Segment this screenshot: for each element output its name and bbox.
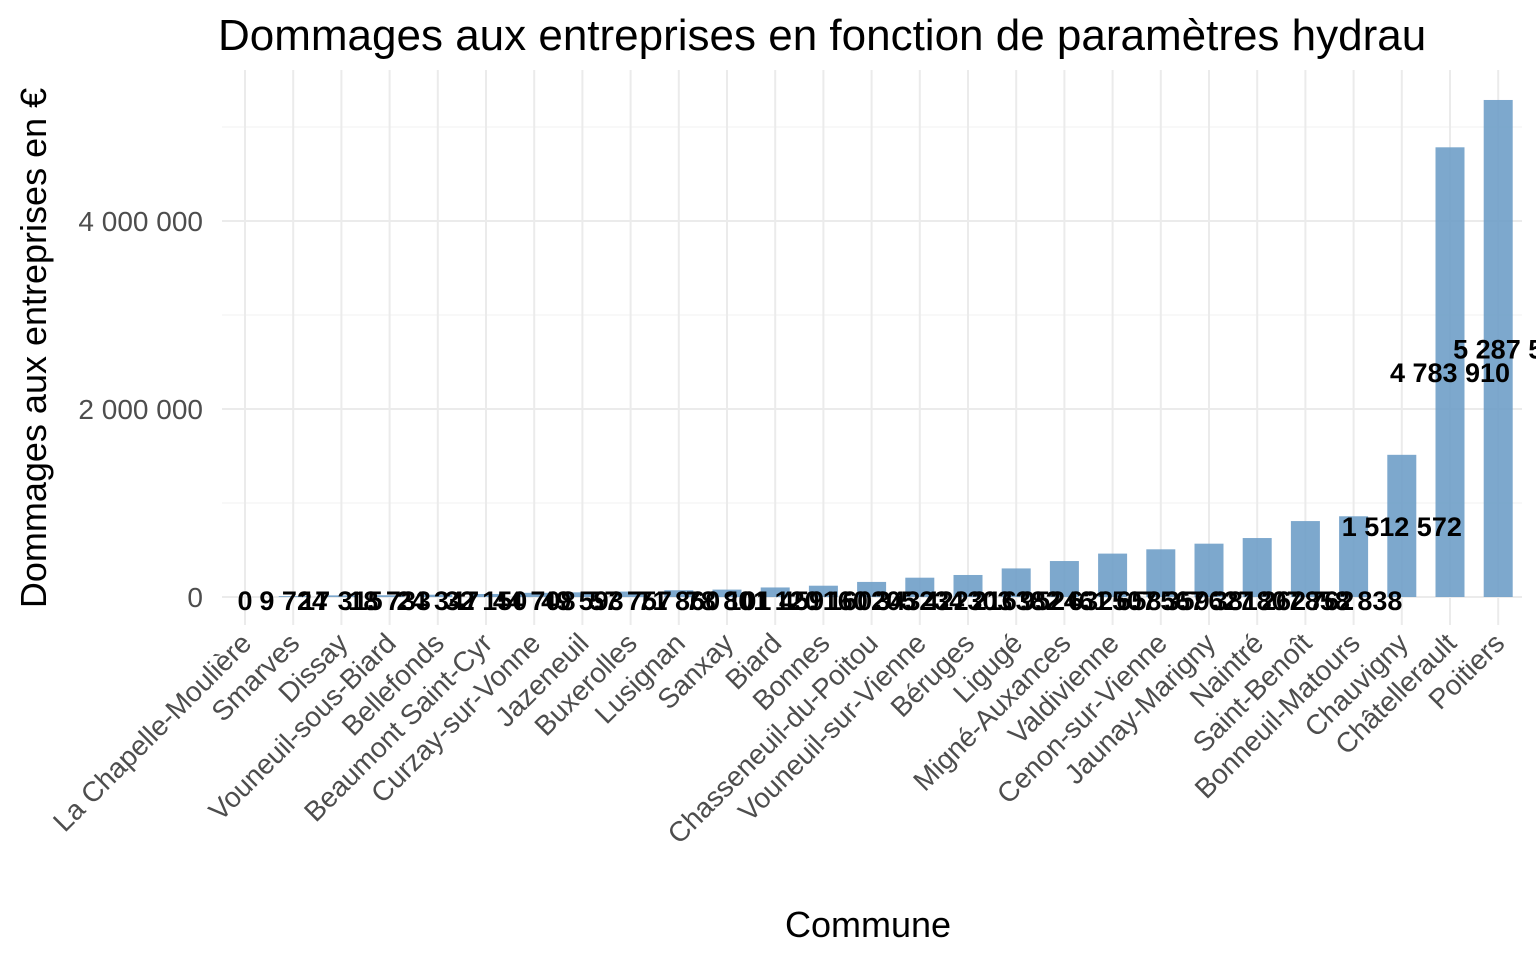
bar — [519, 592, 549, 597]
bar — [1049, 561, 1079, 597]
bars — [278, 99, 1513, 598]
data-label: 461 658 — [1064, 586, 1162, 616]
bar — [326, 595, 356, 597]
bar — [857, 581, 887, 597]
data-label: 1 512 572 — [1342, 512, 1462, 542]
bar — [953, 574, 983, 597]
x-axis-title: Commune — [785, 904, 951, 945]
data-label: 17 315 — [300, 586, 383, 616]
data-label: 57 757 — [589, 586, 672, 616]
data-label: 234 216 — [919, 586, 1017, 616]
bar — [1001, 568, 1031, 597]
x-axis-ticks: La Chapelle-MoulièreSmarvesDissayVouneui… — [47, 627, 1510, 849]
bar — [760, 587, 790, 597]
data-label: 567 381 — [1160, 586, 1258, 616]
data-label: 507 359 — [1112, 586, 1210, 616]
data-label: 4 783 910 — [1390, 358, 1510, 388]
data-label: 160 343 — [823, 586, 921, 616]
bar — [1483, 99, 1513, 597]
bar — [1098, 553, 1128, 597]
bar — [712, 589, 742, 597]
bar — [664, 590, 694, 597]
grid — [222, 70, 1522, 625]
data-label: 303 952 — [967, 586, 1065, 616]
data-label: 71 860 — [638, 586, 721, 616]
bar — [1146, 549, 1176, 597]
bar — [1387, 454, 1417, 597]
bar — [1242, 538, 1272, 597]
bar — [471, 593, 501, 597]
data-label: 120 160 — [775, 586, 873, 616]
data-label: 24 347 — [397, 586, 480, 616]
bar — [808, 585, 838, 597]
data-label: 78 801 — [686, 586, 769, 616]
data-label: 18 733 — [348, 586, 431, 616]
data-label: 101 459 — [726, 586, 824, 616]
data-label: 382 632 — [1016, 586, 1114, 616]
bar — [375, 595, 405, 597]
y-tick-label: 2 000 000 — [78, 394, 203, 425]
bar — [1339, 516, 1369, 597]
bar — [567, 592, 597, 597]
y-axis-ticks: 0 2 000 000 4 000 000 — [78, 206, 203, 613]
data-label: 0 — [237, 586, 252, 616]
data-label: 858 838 — [1305, 586, 1403, 616]
data-label: 32 150 — [445, 586, 528, 616]
y-axis-title: Dommages aux entreprises en € — [13, 88, 54, 608]
bar — [1290, 521, 1320, 597]
data-label: 807 762 — [1257, 586, 1355, 616]
bar — [616, 591, 646, 597]
data-label: 9 724 — [259, 586, 327, 616]
data-label: 205 422 — [871, 586, 969, 616]
chart-title: Dommages aux entreprises en fonction de … — [218, 11, 1426, 60]
y-tick-label: 0 — [187, 582, 203, 613]
y-tick-label: 4 000 000 — [78, 206, 203, 237]
data-label: 5 287 5 — [1453, 334, 1536, 364]
data-label: 627 262 — [1208, 586, 1306, 616]
bar — [1194, 543, 1224, 597]
data-label: 44 708 — [493, 586, 576, 616]
data-label: 49 593 — [541, 586, 624, 616]
bar — [278, 596, 308, 597]
bar — [1435, 147, 1465, 598]
bar — [905, 577, 935, 597]
bar — [423, 594, 453, 597]
